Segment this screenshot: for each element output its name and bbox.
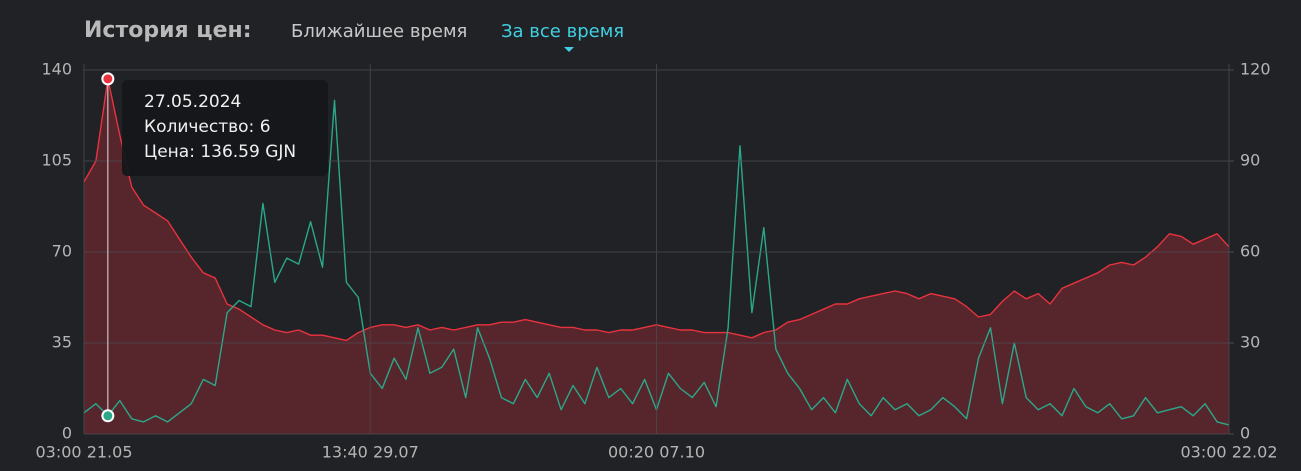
- y-tick-label: 35: [52, 333, 72, 352]
- x-tick-label: 03:00 21.05: [36, 443, 133, 462]
- y-tick-label: 70: [52, 242, 72, 261]
- grid: [83, 64, 1230, 435]
- y2-tick-label: 120: [1240, 60, 1271, 79]
- x-tick-label: 03:00 22.02: [1181, 443, 1278, 462]
- x-tick-label: 13:40 29.07: [322, 443, 419, 462]
- y2-tick-label: 30: [1240, 333, 1260, 352]
- x-tick-label: 00:20 07.10: [608, 443, 705, 462]
- tooltip: [122, 80, 328, 176]
- y-tick-label: 140: [41, 60, 72, 79]
- tab-indicator: [564, 47, 574, 52]
- cursor-dot: [101, 72, 115, 86]
- tooltip-text: Цена: 136.59 GJN: [144, 142, 296, 162]
- cursor-dot: [101, 409, 115, 423]
- tooltip-text: 27.05.2024: [144, 92, 241, 112]
- y2-tick-label: 0: [1240, 424, 1250, 443]
- y-tick-label: 0: [62, 424, 72, 443]
- tooltip-text: Количество: 6: [144, 117, 271, 137]
- title: История цен:: [84, 18, 252, 43]
- tab[interactable]: Ближайшее время: [291, 21, 467, 42]
- tab-active[interactable]: За все время: [501, 21, 624, 42]
- y2-tick-label: 90: [1240, 151, 1260, 170]
- y2-tick-label: 60: [1240, 242, 1260, 261]
- y-tick-label: 105: [41, 151, 72, 170]
